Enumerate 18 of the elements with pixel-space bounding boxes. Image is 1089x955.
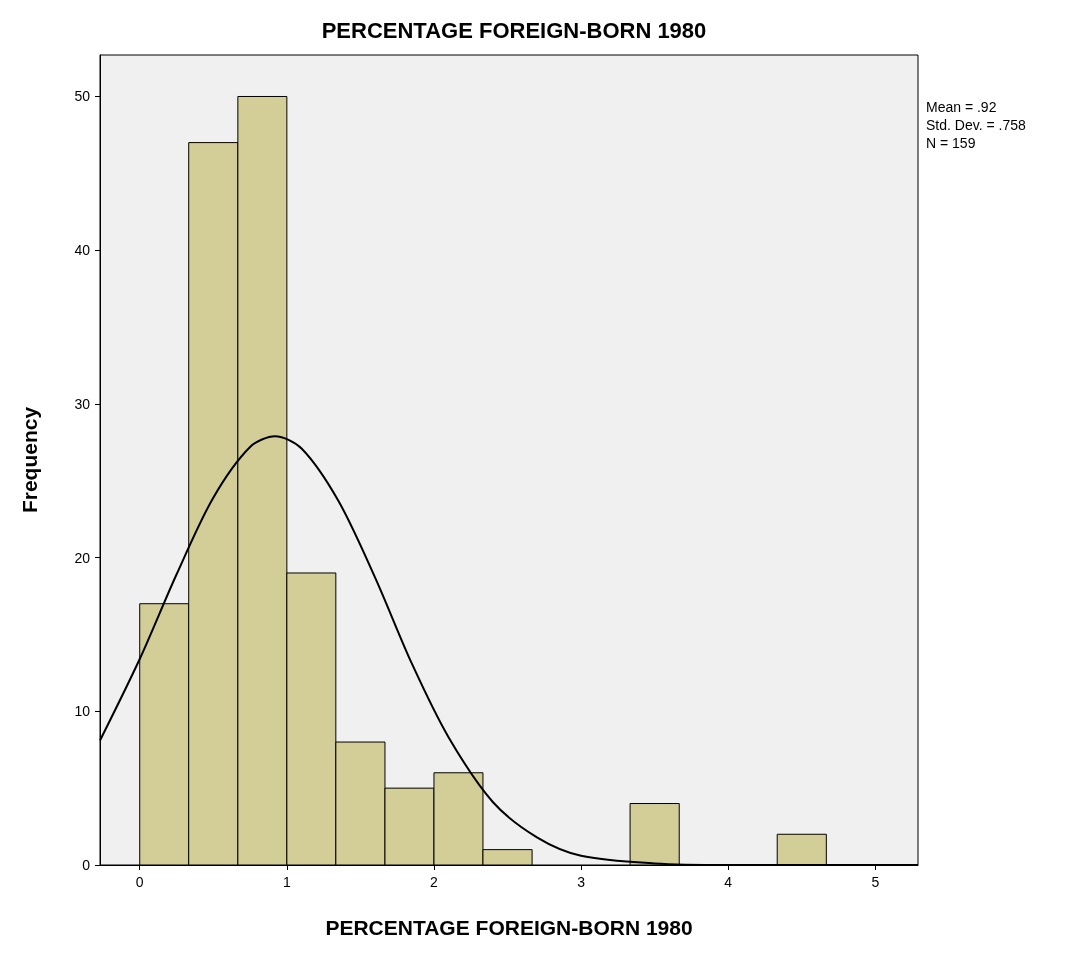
x-axis-title: PERCENTAGE FOREIGN-BORN 1980 (325, 916, 693, 939)
y-tick-label: 40 (74, 242, 91, 259)
chart-title: PERCENTAGE FOREIGN-BORN 1980 (321, 17, 707, 43)
y-axis-title: Frequency (18, 406, 41, 514)
y-tick-label: 20 (74, 549, 91, 566)
x-tick-label: 3 (577, 874, 586, 890)
y-tick-label: 30 (74, 395, 91, 412)
x-tick-label: 5 (871, 874, 880, 890)
x-tick-label: 4 (724, 874, 733, 890)
y-tick-label: 10 (74, 703, 91, 720)
text: Std. Dev. = .758 (926, 117, 1026, 133)
y-tick-label: 50 (74, 88, 91, 105)
x-tick-label: 1 (282, 874, 291, 890)
text: N = 159 (926, 135, 976, 151)
x-tick-label: 0 (135, 874, 144, 890)
text: Mean = .92 (926, 99, 997, 115)
x-tick-label: 2 (430, 874, 439, 890)
y-tick-label: 0 (82, 857, 91, 873)
